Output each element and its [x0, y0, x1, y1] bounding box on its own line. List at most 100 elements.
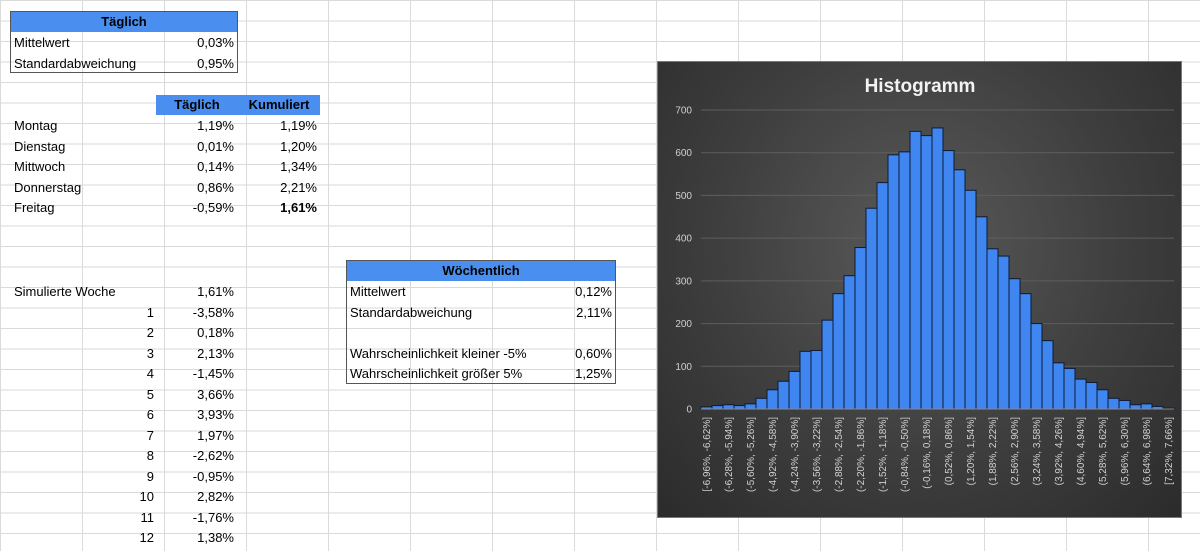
- weekly-value-cell[interactable]: 0,12%: [575, 284, 612, 299]
- simulation-value-cell[interactable]: 1,38%: [197, 530, 234, 545]
- histogram-bar[interactable]: [711, 405, 724, 410]
- weekday-cumulative-cell[interactable]: 1,20%: [280, 138, 317, 154]
- simulation-index-cell[interactable]: 3: [146, 345, 154, 361]
- daily-header[interactable]: Täglich: [11, 12, 237, 32]
- histogram-bar[interactable]: [909, 130, 922, 410]
- histogram-bar[interactable]: [942, 150, 955, 410]
- histogram-bar[interactable]: [931, 127, 944, 410]
- histogram-bar[interactable]: [975, 216, 988, 410]
- histogram-bar[interactable]: [997, 255, 1010, 410]
- histogram-bar[interactable]: [887, 154, 900, 410]
- histogram-bar[interactable]: [920, 135, 933, 410]
- histogram-bar[interactable]: [1085, 382, 1098, 410]
- weekly-label-cell[interactable]: Wahrscheinlichkeit größer 5%: [350, 366, 523, 381]
- histogram-bar[interactable]: [876, 182, 889, 410]
- histogram-bar[interactable]: [1140, 403, 1153, 410]
- simulated-week-label[interactable]: Simulierte Woche: [14, 284, 116, 299]
- simulation-value-cell[interactable]: 2,13%: [197, 345, 234, 361]
- simulation-value-cell[interactable]: -2,62%: [192, 448, 234, 463]
- histogram-bar[interactable]: [744, 403, 757, 410]
- weekly-label-cell[interactable]: [347, 323, 557, 343]
- histogram-bar[interactable]: [733, 405, 746, 410]
- weekly-label-cell[interactable]: Standardabweichung: [350, 304, 473, 320]
- simulation-value-cell[interactable]: 2,82%: [197, 489, 234, 504]
- simulation-index-cell[interactable]: 2: [146, 325, 154, 340]
- histogram-bar[interactable]: [865, 207, 878, 410]
- histogram-bar[interactable]: [1041, 340, 1054, 410]
- histogram-bar[interactable]: [1107, 397, 1120, 410]
- weekly-value-cell[interactable]: [557, 323, 615, 343]
- histogram-chart[interactable]: Histogramm 0 100 200 300 400 500 600 700 [-6,96%,…: [657, 61, 1182, 518]
- histogram-bar[interactable]: [1063, 367, 1076, 410]
- histogram-bar[interactable]: [1129, 404, 1142, 410]
- histogram-bar[interactable]: [777, 380, 790, 410]
- weekday-cumulative-cell[interactable]: 2,21%: [280, 179, 317, 195]
- simulation-value-cell[interactable]: -3,58%: [192, 304, 234, 320]
- daily-value-cell[interactable]: 0,95%: [197, 55, 234, 71]
- histogram-bar[interactable]: [788, 370, 801, 410]
- histogram-bar[interactable]: [1074, 378, 1087, 410]
- simulation-value-cell[interactable]: 3,66%: [197, 386, 234, 402]
- weekday-day-cell[interactable]: Donnerstag: [14, 179, 82, 195]
- simulation-value-cell[interactable]: 3,93%: [197, 407, 234, 422]
- histogram-bar[interactable]: [964, 189, 977, 410]
- weekday-day-cell[interactable]: Montag: [14, 118, 58, 133]
- weekly-label-cell[interactable]: Wahrscheinlichkeit kleiner -5%: [350, 345, 527, 361]
- histogram-bar[interactable]: [986, 248, 999, 410]
- simulation-value-cell[interactable]: -1,45%: [192, 366, 234, 381]
- histogram-bar[interactable]: [821, 319, 834, 410]
- histogram-bar[interactable]: [1019, 293, 1032, 410]
- histogram-bar[interactable]: [810, 349, 823, 410]
- weekly-value-cell[interactable]: 2,11%: [576, 304, 612, 320]
- weekly-header[interactable]: Wöchentlich: [347, 261, 615, 281]
- simulation-index-cell[interactable]: 4: [146, 366, 154, 381]
- weekday-header-cumulative[interactable]: Kumuliert: [238, 95, 320, 115]
- simulation-index-cell[interactable]: 12: [139, 530, 154, 545]
- histogram-bar[interactable]: [854, 247, 867, 410]
- weekday-daily-cell[interactable]: 0,01%: [197, 138, 234, 154]
- simulation-value-cell[interactable]: -0,95%: [192, 468, 234, 484]
- histogram-bar[interactable]: [953, 169, 966, 410]
- histogram-bar[interactable]: [755, 397, 768, 410]
- simulation-index-cell[interactable]: 11: [140, 509, 155, 525]
- weekday-daily-cell[interactable]: -0,59%: [192, 200, 234, 215]
- simulation-index-cell[interactable]: 6: [146, 407, 154, 422]
- weekday-header-daily[interactable]: Täglich: [156, 95, 238, 115]
- histogram-bar[interactable]: [1118, 399, 1131, 410]
- weekday-daily-cell[interactable]: 0,14%: [197, 159, 234, 174]
- weekday-day-cell[interactable]: Dienstag: [14, 138, 66, 154]
- histogram-bar[interactable]: [898, 151, 911, 410]
- weekday-cumulative-cell[interactable]: 1,34%: [280, 159, 317, 174]
- weekday-cumulative-cell[interactable]: 1,61%: [280, 200, 317, 215]
- simulated-week-value[interactable]: 1,61%: [197, 284, 234, 299]
- weekday-daily-cell[interactable]: 0,86%: [197, 179, 234, 195]
- weekday-day-cell[interactable]: Freitag: [14, 200, 55, 215]
- weekday-day-cell[interactable]: Mittwoch: [14, 159, 66, 174]
- daily-value-cell[interactable]: 0,03%: [197, 35, 234, 50]
- simulation-index-cell[interactable]: 5: [146, 386, 154, 402]
- histogram-bar[interactable]: [1052, 362, 1065, 410]
- histogram-bar[interactable]: [832, 293, 845, 410]
- simulation-index-cell[interactable]: 10: [139, 489, 154, 504]
- simulation-index-cell[interactable]: 8: [146, 448, 154, 463]
- histogram-bar[interactable]: [722, 404, 735, 410]
- simulation-value-cell[interactable]: -1,76%: [192, 509, 234, 525]
- simulation-value-cell[interactable]: 1,97%: [197, 427, 234, 443]
- simulation-index-cell[interactable]: 7: [146, 427, 154, 443]
- histogram-bar[interactable]: [766, 389, 779, 410]
- weekly-label-cell[interactable]: Mittelwert: [350, 284, 406, 299]
- simulation-index-cell[interactable]: 1: [146, 304, 154, 320]
- weekly-value-cell[interactable]: 0,60%: [575, 345, 612, 361]
- weekly-value-cell[interactable]: 1,25%: [575, 366, 612, 381]
- daily-label-cell[interactable]: Standardabweichung: [14, 55, 137, 71]
- weekday-daily-cell[interactable]: 1,19%: [197, 118, 234, 133]
- simulation-value-cell[interactable]: 0,18%: [197, 325, 234, 340]
- histogram-bar[interactable]: [799, 350, 812, 410]
- weekday-cumulative-cell[interactable]: 1,19%: [280, 118, 317, 133]
- simulation-index-cell[interactable]: 9: [146, 468, 154, 484]
- histogram-bar[interactable]: [843, 275, 856, 410]
- daily-label-cell[interactable]: Mittelwert: [14, 35, 70, 50]
- histogram-bar[interactable]: [1008, 278, 1021, 410]
- histogram-bar[interactable]: [1030, 323, 1043, 410]
- histogram-bar[interactable]: [1096, 389, 1109, 410]
